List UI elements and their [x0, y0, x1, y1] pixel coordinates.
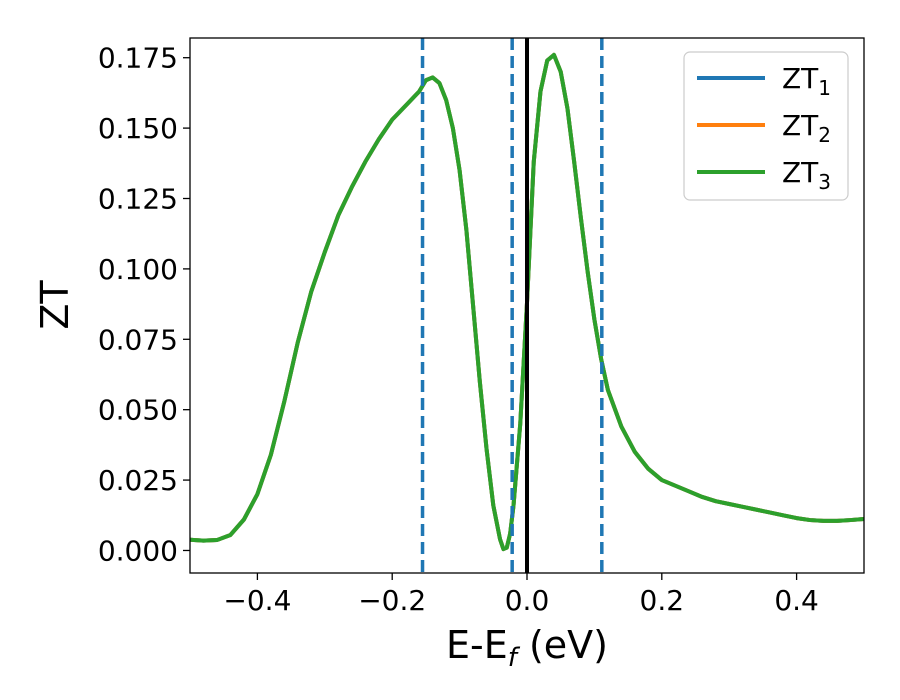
plot-area	[190, 38, 864, 573]
legend-label-1: ZT1	[782, 62, 831, 100]
legend: ZT1 ZT2 ZT3	[683, 51, 849, 201]
x-tick-label: 0.0	[505, 584, 550, 617]
y-tick-label: 0.000	[98, 534, 178, 567]
x-axis-title-main: E-E	[446, 623, 508, 667]
y-tick-label: 0.075	[98, 323, 178, 356]
y-axis: 0.000 0.025 0.050 0.075 0.100 0.125 0.150 0.175	[98, 42, 190, 567]
x-tick-label: −0.2	[358, 584, 426, 617]
y-axis-title: ZT	[33, 280, 77, 330]
y-tick-label: 0.100	[98, 253, 178, 286]
legend-label-3: ZT3	[782, 156, 831, 194]
y-tick-label: 0.050	[98, 394, 178, 427]
x-axis: −0.4 −0.2 0.0 0.2 0.4	[223, 573, 819, 617]
y-tick-label: 0.175	[98, 42, 178, 75]
series-line-3	[190, 52, 864, 552]
legend-label-2: ZT2	[782, 109, 831, 147]
x-axis-title: E-Ef (eV)	[446, 623, 608, 673]
x-axis-title-unit: (eV)	[517, 623, 608, 667]
x-tick-label: 0.2	[640, 584, 685, 617]
y-tick-label: 0.125	[98, 183, 178, 216]
x-tick-label: 0.4	[774, 584, 819, 617]
legend-box	[683, 51, 849, 201]
x-tick-label: −0.4	[223, 584, 291, 617]
y-tick-label: 0.150	[98, 112, 178, 145]
y-tick-label: 0.025	[98, 464, 178, 497]
